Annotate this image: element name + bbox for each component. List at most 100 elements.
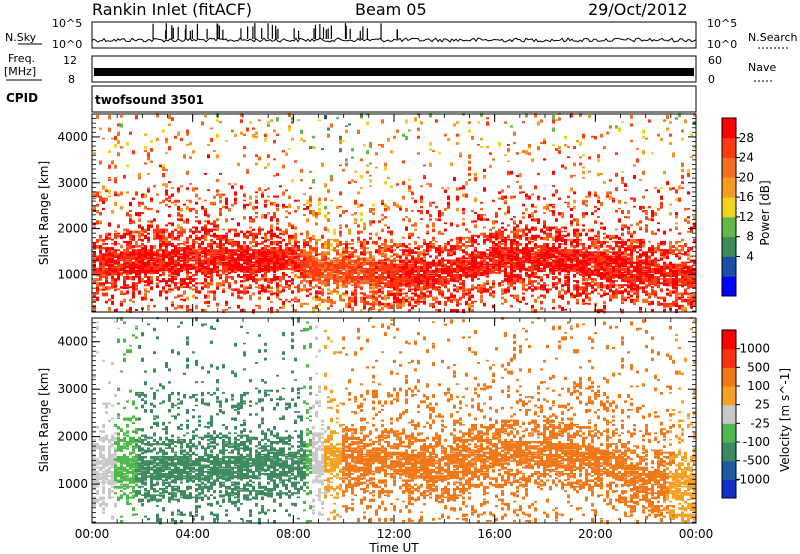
heatmap-cell <box>219 195 222 199</box>
heatmap-cell <box>636 245 639 248</box>
heatmap-cell <box>483 238 486 244</box>
heatmap-cell <box>135 212 138 217</box>
heatmap-cell <box>393 263 396 268</box>
heatmap-cell <box>249 220 252 223</box>
heatmap-cell <box>483 232 486 235</box>
heatmap-cell <box>528 228 531 233</box>
power-heatmap <box>93 113 696 314</box>
heatmap-cell <box>411 251 414 254</box>
heatmap-cell <box>300 271 303 275</box>
heatmap-cell <box>453 298 456 302</box>
heatmap-cell <box>309 259 312 262</box>
heatmap-cell <box>537 245 540 248</box>
heatmap-cell <box>345 273 348 278</box>
heatmap-cell <box>465 271 468 277</box>
heatmap-cell <box>171 273 174 276</box>
heatmap-cell <box>210 238 213 242</box>
heatmap-cell <box>267 199 270 202</box>
heatmap-cell <box>387 282 390 287</box>
heatmap-cell <box>561 253 564 256</box>
heatmap-cell <box>447 259 450 264</box>
heatmap-cell <box>402 160 405 164</box>
heatmap-cell <box>318 292 321 295</box>
heatmap-cell <box>327 218 330 222</box>
heatmap-cell <box>645 255 648 259</box>
heatmap-cell <box>132 238 135 242</box>
heatmap-cell <box>141 263 144 266</box>
heatmap-cell <box>195 269 198 273</box>
heatmap-cell <box>576 243 579 248</box>
heatmap-cell <box>114 253 117 257</box>
heatmap-cell <box>270 236 273 240</box>
heatmap-cell <box>204 210 207 213</box>
heatmap-cell <box>444 243 447 245</box>
heatmap-cell <box>639 226 642 229</box>
heatmap-cell <box>429 284 432 289</box>
heatmap-cell <box>312 296 315 300</box>
heatmap-cell <box>192 226 195 229</box>
heatmap-cell <box>249 216 252 220</box>
heatmap-cell <box>576 280 579 284</box>
heatmap-cell <box>372 265 375 269</box>
heatmap-cell <box>351 251 354 255</box>
heatmap-cell <box>390 185 393 188</box>
heatmap-cell <box>183 298 186 302</box>
heatmap-cell <box>561 212 564 216</box>
heatmap-cell <box>207 189 210 191</box>
heatmap-cell <box>336 243 339 245</box>
heatmap-cell <box>138 224 141 229</box>
heatmap-cell <box>561 230 564 233</box>
heatmap-cell <box>525 226 528 231</box>
heatmap-cell <box>369 141 372 147</box>
heatmap-cell <box>264 214 267 219</box>
heatmap-cell <box>537 251 540 254</box>
heatmap-cell <box>294 210 297 213</box>
heatmap-cell <box>645 212 648 216</box>
heatmap-cell <box>558 271 561 275</box>
heatmap-cell <box>435 119 438 123</box>
heatmap-cell <box>516 294 519 299</box>
heatmap-cell <box>96 290 99 295</box>
heatmap-cell <box>522 249 525 252</box>
heatmap-cell <box>363 144 366 147</box>
heatmap-cell <box>504 253 507 256</box>
heatmap-cell <box>516 251 519 254</box>
nsky-trace <box>91 23 697 43</box>
heatmap-cell <box>273 212 276 217</box>
heatmap-cell <box>615 280 618 282</box>
heatmap-cell <box>357 255 360 258</box>
heatmap-cell <box>507 278 510 283</box>
heatmap-cell <box>480 286 483 289</box>
heatmap-cell <box>249 249 252 251</box>
heatmap-cell <box>369 286 372 290</box>
heatmap-cell <box>636 292 639 297</box>
heatmap-cell <box>252 205 255 211</box>
heatmap-cell <box>279 284 282 287</box>
heatmap-cell <box>186 282 189 287</box>
heatmap-cell <box>141 228 144 233</box>
heatmap-cell <box>156 113 159 118</box>
heatmap-cell <box>600 222 603 225</box>
heatmap-cell <box>522 191 525 193</box>
heatmap-cell <box>546 259 549 263</box>
heatmap-cell <box>258 284 261 286</box>
heatmap-cell <box>417 247 420 251</box>
heatmap-cell <box>414 247 417 249</box>
heatmap-cell <box>372 269 375 275</box>
heatmap-cell <box>498 245 501 248</box>
heatmap-cell <box>384 162 387 167</box>
heatmap-cell <box>351 263 354 266</box>
heatmap-cell <box>471 309 474 312</box>
heatmap-cell <box>468 236 471 241</box>
heatmap-cell <box>444 245 447 249</box>
heatmap-cell <box>294 255 297 259</box>
heatmap-cell <box>270 228 273 233</box>
heatmap-cell <box>255 267 258 271</box>
heatmap-cell <box>129 230 132 235</box>
heatmap-cell <box>573 296 576 299</box>
heatmap-cell <box>267 238 270 241</box>
heatmap-cell <box>471 220 474 224</box>
heatmap-cell <box>462 207 465 212</box>
heatmap-cell <box>351 238 354 242</box>
heatmap-cell <box>492 280 495 283</box>
